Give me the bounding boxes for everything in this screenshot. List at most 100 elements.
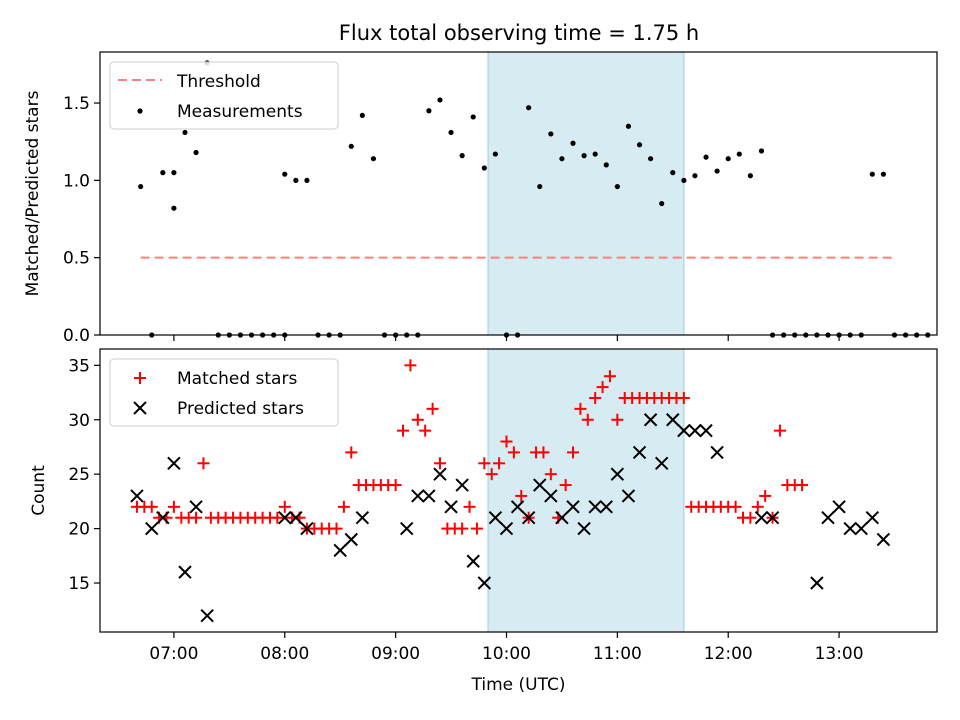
matched-star-marker [581,413,594,426]
predicted-star-marker [156,511,170,525]
matched-star-marker [397,424,410,437]
matched-star-marker [345,446,358,459]
measurement-point [758,148,765,154]
matched-star-marker [145,500,158,513]
matched-star-marker [190,511,203,524]
measurement-point [437,97,443,103]
predicted-star-marker [411,489,425,503]
ratio-y-tick-label: 1.5 [63,94,90,114]
matched-star-marker [677,391,690,404]
matched-star-marker [167,500,180,513]
matched-star-marker [611,413,624,426]
measurement-point [426,108,432,114]
predicted-stars-points [130,413,891,623]
matched-star-marker [478,457,491,470]
measurement-point [282,171,288,177]
measurement-point [548,131,554,137]
matched-star-marker [603,370,616,383]
predicted-star-marker [610,467,625,481]
matched-star-marker [751,500,764,513]
predicted-star-marker [643,413,658,427]
predicted-star-marker [555,511,569,525]
count-y-tick-label: 15 [68,574,90,594]
predicted-star-marker [355,511,370,525]
predicted-star-marker [677,423,691,438]
predicted-star-marker [654,456,669,470]
matched-star-marker [507,446,520,459]
matched-star-marker [485,468,498,481]
matched-star-marker [271,511,284,524]
predicted-star-marker [577,521,591,536]
measurement-point [625,123,632,129]
predicted-star-marker [510,500,525,514]
matched-star-marker [596,381,609,394]
matched-star-marker [744,511,757,524]
measurement-point [370,156,377,162]
predicted-star-marker [344,532,358,547]
predicted-star-marker [699,423,713,438]
time-x-tick-label: 07:00 [149,644,198,664]
matched-star-marker [463,500,476,513]
matched-star-marker [433,457,446,470]
measurement-point [692,173,698,179]
measurement-point [581,153,587,159]
predicted-star-marker [466,554,480,568]
predicted-star-marker [854,521,868,536]
measurement-point [714,168,720,174]
ratio-legend: Threshold Measurements [109,61,339,130]
measurement-point [459,153,465,159]
count-legend: Matched stars Predicted stars [109,358,339,427]
measurement-point [359,112,365,119]
matched-star-marker [544,468,557,481]
measurement-point [171,205,177,211]
time-x-tick-label: 12:00 [704,644,753,664]
matched-star-marker [567,446,580,459]
count-y-tick-label: 20 [68,520,90,540]
matched-star-marker [500,435,513,448]
time-x-tick-label: 09:00 [371,644,420,664]
measurement-point [659,200,665,207]
highlight-span [487,348,685,633]
count-y-axis-label: Count [29,465,49,516]
measurement-point [614,183,620,190]
legend-predicted-label: Predicted stars [177,399,304,419]
chart-title: Flux total observing time = 1.75 h [339,21,699,45]
predicted-star-marker [200,608,214,623]
matched-star-marker [470,522,483,535]
matched-star-marker [574,402,587,415]
predicted-star-marker [666,413,680,427]
predicted-star-marker [444,500,458,514]
time-x-tick-label: 08:00 [260,644,309,664]
measurement-point [293,177,299,183]
matched-star-marker [330,522,343,535]
predicted-star-marker [533,478,547,492]
predicted-star-marker [422,489,436,503]
measurement-point [537,183,543,190]
matched-star-marker [456,522,469,535]
measurement-point [470,114,476,120]
measurement-point [138,183,144,190]
measurement-point [570,140,576,146]
predicted-star-marker [455,478,469,492]
matched-star-marker [559,479,572,492]
predicted-star-marker [832,500,846,514]
count-y-tick-label: 30 [68,411,90,431]
predicted-star-marker [521,511,536,525]
time-x-tick-label: 11:00 [593,644,642,664]
matched-star-marker [411,413,424,426]
predicted-star-marker [189,500,203,514]
measurement-point [603,162,609,168]
measurement-point [880,171,887,177]
predicted-star-marker [300,521,314,536]
time-x-tick-label: 13:00 [815,644,864,664]
measurement-point [703,154,709,160]
ratio-plot-frame [99,51,938,336]
predicted-star-marker [599,500,613,514]
legend-threshold-label: Threshold [176,72,261,92]
count-plot-frame [99,348,938,633]
predicted-star-marker [167,456,181,470]
measurement-point [160,170,166,176]
predicted-star-marker [544,489,558,503]
time-x-axis-label: Time (UTC) [471,675,566,695]
predicted-star-marker [710,445,724,460]
